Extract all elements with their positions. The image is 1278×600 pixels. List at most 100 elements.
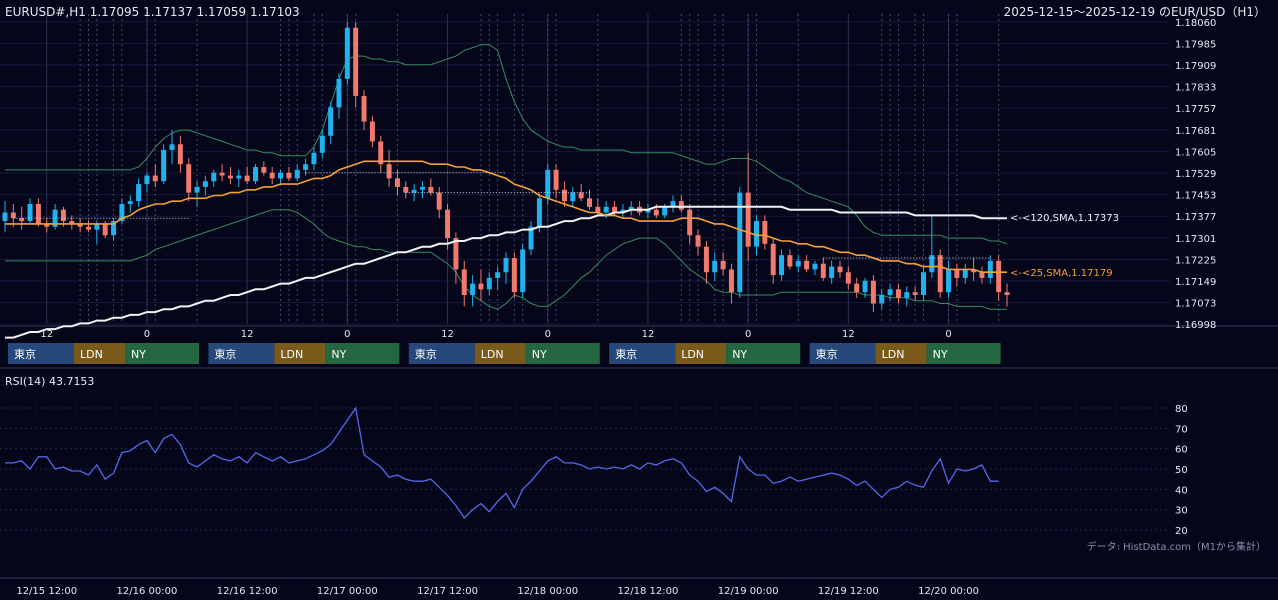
bollinger-lower-line — [5, 209, 1007, 310]
rsi-tick-label: 20 — [1175, 526, 1188, 537]
date-tick-label: 12/19 12:00 — [818, 586, 879, 597]
session-label: 東京 — [214, 347, 236, 361]
candle-body — [303, 164, 309, 170]
candle-body — [528, 226, 534, 250]
candle-body — [561, 189, 567, 202]
session-block — [525, 343, 600, 364]
candle-body — [186, 164, 192, 193]
session-block — [474, 343, 526, 364]
hour-tick-label: 0 — [144, 329, 150, 340]
candle-body — [445, 209, 451, 239]
candle-body — [503, 258, 509, 273]
candle-body — [328, 107, 334, 136]
price-tick-label: 1.18060 — [1175, 18, 1216, 29]
session-label: 東京 — [14, 347, 36, 361]
candle-body — [678, 201, 684, 210]
rsi-label: RSI(14) 43.7153 — [5, 375, 94, 388]
candle-body — [829, 266, 835, 278]
date-tick-label: 12/18 00:00 — [517, 586, 578, 597]
candle-body — [161, 149, 167, 182]
candle-body — [804, 260, 810, 270]
candle-body — [278, 172, 284, 179]
date-tick-label: 12/17 00:00 — [317, 586, 378, 597]
session-block — [274, 343, 326, 364]
candle-body — [311, 152, 317, 165]
hour-axis: 12 0 12 0 12 0 12 0 12 0 — [40, 329, 951, 340]
rsi-tick-label: 60 — [1175, 445, 1188, 456]
candle-body — [94, 223, 100, 230]
price-tick-label: 1.16998 — [1175, 320, 1216, 331]
candle-body — [495, 272, 501, 278]
candle-body — [628, 206, 634, 210]
candle-body — [436, 192, 442, 210]
candle-body — [152, 175, 158, 182]
rsi-tick-label: 50 — [1175, 465, 1188, 476]
candle-body — [453, 238, 459, 270]
session-block — [726, 343, 801, 364]
candle-body — [620, 209, 626, 213]
candle-body — [653, 209, 659, 216]
candle-body — [712, 260, 718, 273]
candle-body — [921, 272, 926, 295]
candle-body — [111, 221, 117, 236]
candle-body — [912, 292, 918, 295]
candle-body — [169, 144, 175, 150]
candlestick-series — [2, 22, 1010, 313]
hour-tick-label: 12 — [842, 329, 855, 340]
candle-body — [670, 201, 676, 207]
rsi-line — [5, 406, 999, 519]
candle-body — [536, 198, 542, 227]
candle-body — [720, 260, 726, 270]
price-tick-label: 1.17377 — [1175, 212, 1216, 223]
candle-body — [219, 172, 225, 176]
candle-body — [244, 175, 250, 182]
price-tick-label: 1.17605 — [1175, 147, 1216, 158]
session-block — [208, 343, 275, 364]
candle-body — [353, 27, 359, 96]
session-label: NY — [131, 348, 146, 361]
candle-body — [887, 289, 893, 295]
candle-body — [428, 186, 434, 193]
candle-body — [854, 283, 860, 293]
candle-body — [946, 269, 952, 293]
session-block — [408, 343, 475, 364]
price-axis: 1.18060 1.17985 1.17909 1.17833 1.17757 1.176… — [1175, 18, 1216, 331]
candle-body — [344, 27, 350, 79]
candle-body — [929, 255, 935, 273]
price-tick-label: 1.17909 — [1175, 61, 1216, 72]
session-block — [74, 343, 125, 364]
candle-body — [745, 192, 751, 247]
session-label: NY — [532, 348, 547, 361]
candle-body — [336, 78, 342, 108]
date-tick-label: 12/18 12:00 — [618, 586, 679, 597]
price-tick-label: 1.17985 — [1175, 39, 1216, 50]
candle-body — [603, 206, 609, 213]
candle-body — [403, 186, 409, 193]
date-tick-label: 12/20 00:00 — [918, 586, 979, 597]
date-tick-label: 12/17 12:00 — [417, 586, 478, 597]
candle-body — [862, 280, 868, 293]
session-label: LDN — [882, 348, 905, 361]
candle-body — [294, 169, 300, 179]
moving-averages — [5, 160, 1007, 339]
candle-body — [478, 283, 484, 290]
candle-body — [695, 235, 701, 247]
candle-body — [236, 175, 242, 179]
candle-body — [470, 283, 476, 295]
session-label: LDN — [481, 348, 504, 361]
candle-body — [102, 223, 108, 236]
candle-body — [703, 246, 709, 273]
candle-body — [119, 203, 125, 222]
data-source-note: データ: HistData.com（M1から集計） — [1087, 540, 1266, 553]
candle-body — [411, 189, 417, 193]
candle-body — [361, 95, 367, 122]
sma120-label: <-<120,SMA,1.17373 — [1010, 213, 1119, 224]
candle-body — [870, 280, 876, 304]
candle-body — [511, 258, 517, 293]
date-tick-label: 12/16 00:00 — [117, 586, 178, 597]
session-block — [125, 343, 199, 364]
candle-body — [728, 269, 734, 293]
candle-body — [60, 209, 66, 222]
candle-body — [979, 272, 985, 278]
